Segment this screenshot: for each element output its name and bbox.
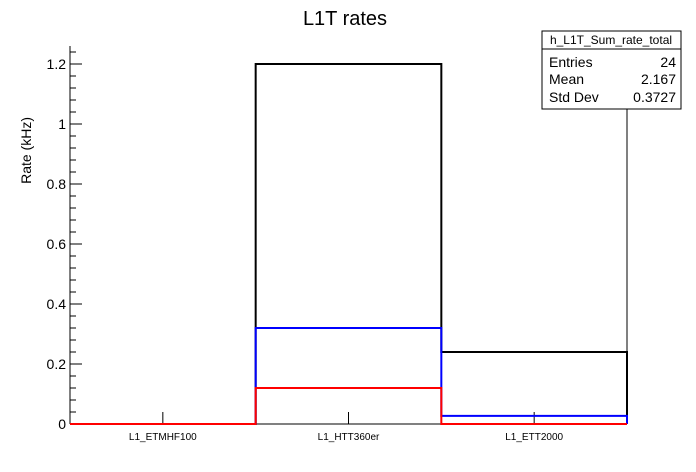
y-tick-label: 1 <box>58 116 66 132</box>
y-tick-label: 0.8 <box>47 176 67 192</box>
bar-1-1 <box>256 328 442 424</box>
stats-mean-value: 2.167 <box>641 71 676 87</box>
stats-box-frame <box>541 30 682 110</box>
x-tick-label: L1_HTT360er <box>318 432 380 443</box>
stats-box-title: h_L1T_Sum_rate_total <box>550 33 672 47</box>
y-axis-label: Rate (kHz) <box>18 117 34 184</box>
x-tick-label: L1_ETT2000 <box>505 432 563 443</box>
stats-mean-label: Mean <box>549 71 584 87</box>
series-1-line <box>70 327 628 425</box>
bars <box>70 63 628 425</box>
y-tick-label: 1.2 <box>47 56 67 72</box>
chart-title: L1T rates <box>303 8 387 30</box>
y-tick-label: 0.6 <box>47 236 67 252</box>
y-tick-label: 0.4 <box>47 296 67 312</box>
series-2-line <box>70 387 627 425</box>
y-tick-label: 0 <box>58 416 66 432</box>
axes: 0 0.2 0.4 0.6 0.8 1 1.2 L1_ETMHF100 L1_HTT360er L… <box>47 46 628 443</box>
bar-0-1 <box>256 64 442 424</box>
series-0-line <box>70 63 628 425</box>
stats-box: h_L1T_Sum_rate_total Entries 24 Mean 2.1… <box>541 30 682 110</box>
stats-stddev-value: 0.3727 <box>633 89 676 105</box>
x-tick-label: L1_ETMHF100 <box>129 432 197 443</box>
stats-entries-value: 24 <box>660 54 676 70</box>
y-tick-label: 0.2 <box>47 356 67 372</box>
stats-stddev-label: Std Dev <box>549 89 599 105</box>
stats-entries-label: Entries <box>549 54 593 70</box>
